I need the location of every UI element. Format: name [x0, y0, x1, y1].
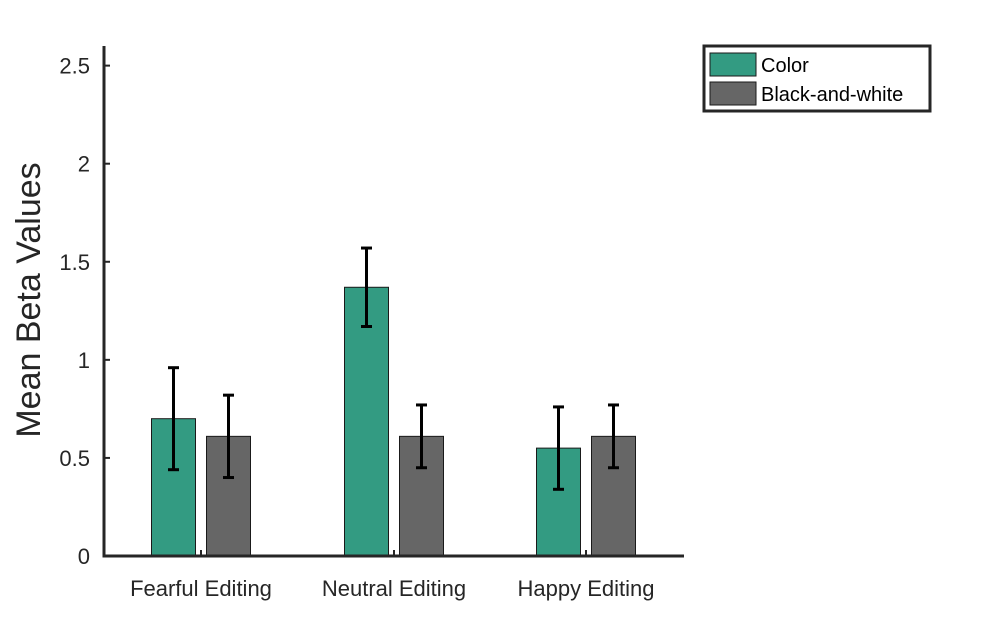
x-tick-label: Happy Editing	[518, 576, 655, 601]
error-bars-layer	[168, 246, 619, 491]
bar-color-1	[344, 286, 389, 557]
y-tick-label: 0.5	[59, 446, 90, 471]
y-axis-ticks: 0 0.5 1 1.5 2 2.5	[59, 54, 110, 569]
y-tick-label: 2	[78, 152, 90, 177]
legend-swatch-bw	[709, 81, 757, 106]
bars-layer	[151, 286, 636, 557]
x-tick-label: Neutral Editing	[322, 576, 466, 601]
error-bar-color-2	[553, 405, 564, 491]
error-bar-bw-0	[223, 393, 234, 480]
error-bar-color-1	[361, 246, 372, 328]
y-tick-label: 2.5	[59, 54, 90, 79]
error-bar-color-0	[168, 366, 179, 472]
legend-label-bw: Black-and-white	[761, 84, 903, 106]
y-axis-label: Mean Beta Values	[10, 162, 48, 437]
y-tick-label: 1.5	[59, 250, 90, 275]
error-bar-bw-2	[608, 403, 619, 470]
x-tick-label: Fearful Editing	[130, 576, 272, 601]
y-tick-label: 1	[78, 348, 90, 373]
legend: Color Black-and-white	[702, 44, 932, 113]
legend-swatch-color	[709, 52, 757, 77]
y-tick-label: 0	[78, 544, 90, 569]
x-axis-ticks: Fearful Editing Neutral Editing Happy Edit…	[130, 550, 654, 601]
error-bar-bw-1	[416, 403, 427, 470]
legend-label-color: Color	[761, 55, 809, 77]
